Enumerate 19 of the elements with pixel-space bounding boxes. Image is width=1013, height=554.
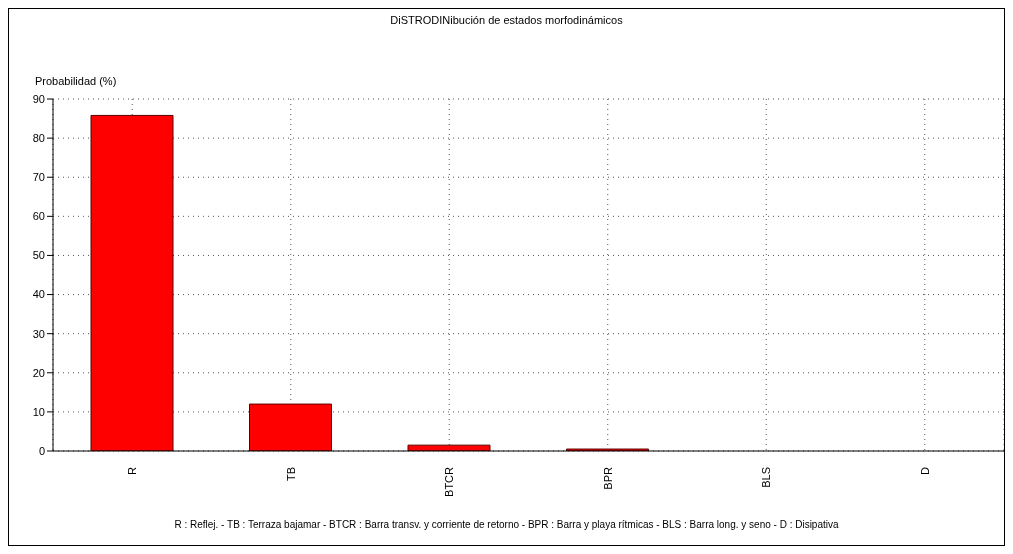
x-tick-label: BTCR [443, 466, 456, 497]
y-tick-label: 0 [38, 444, 45, 457]
y-tick-label: 20 [32, 366, 45, 379]
y-tick-label: 40 [32, 288, 45, 301]
y-tick-label: 90 [32, 92, 45, 105]
y-tick-label: 60 [32, 210, 45, 223]
y-tick-label: 10 [32, 405, 45, 418]
x-tick-label: BLS [760, 467, 773, 488]
x-tick-label: TB [284, 467, 297, 482]
y-axis-title: Probabilidad (%) [35, 75, 117, 87]
y-tick-label: 50 [32, 249, 45, 262]
x-tick-label: R [126, 466, 139, 475]
y-tick-label: 80 [32, 132, 45, 145]
x-tick-label: BPR [601, 466, 614, 490]
y-tick-label: 30 [32, 327, 45, 340]
chart-title: DiSTRODINibución de estados morfodinámicos [389, 14, 624, 26]
text: R : Reflej. - TB : Terraza bajamar - BTCR : Barra transv. y corriente de retorno - BPR : Barra y playa rítmicas - BLS : Barra long. y seno - D : Disipativa [173, 519, 840, 530]
y-tick-label: 70 [32, 171, 45, 184]
x-tick-label: D [918, 466, 931, 475]
